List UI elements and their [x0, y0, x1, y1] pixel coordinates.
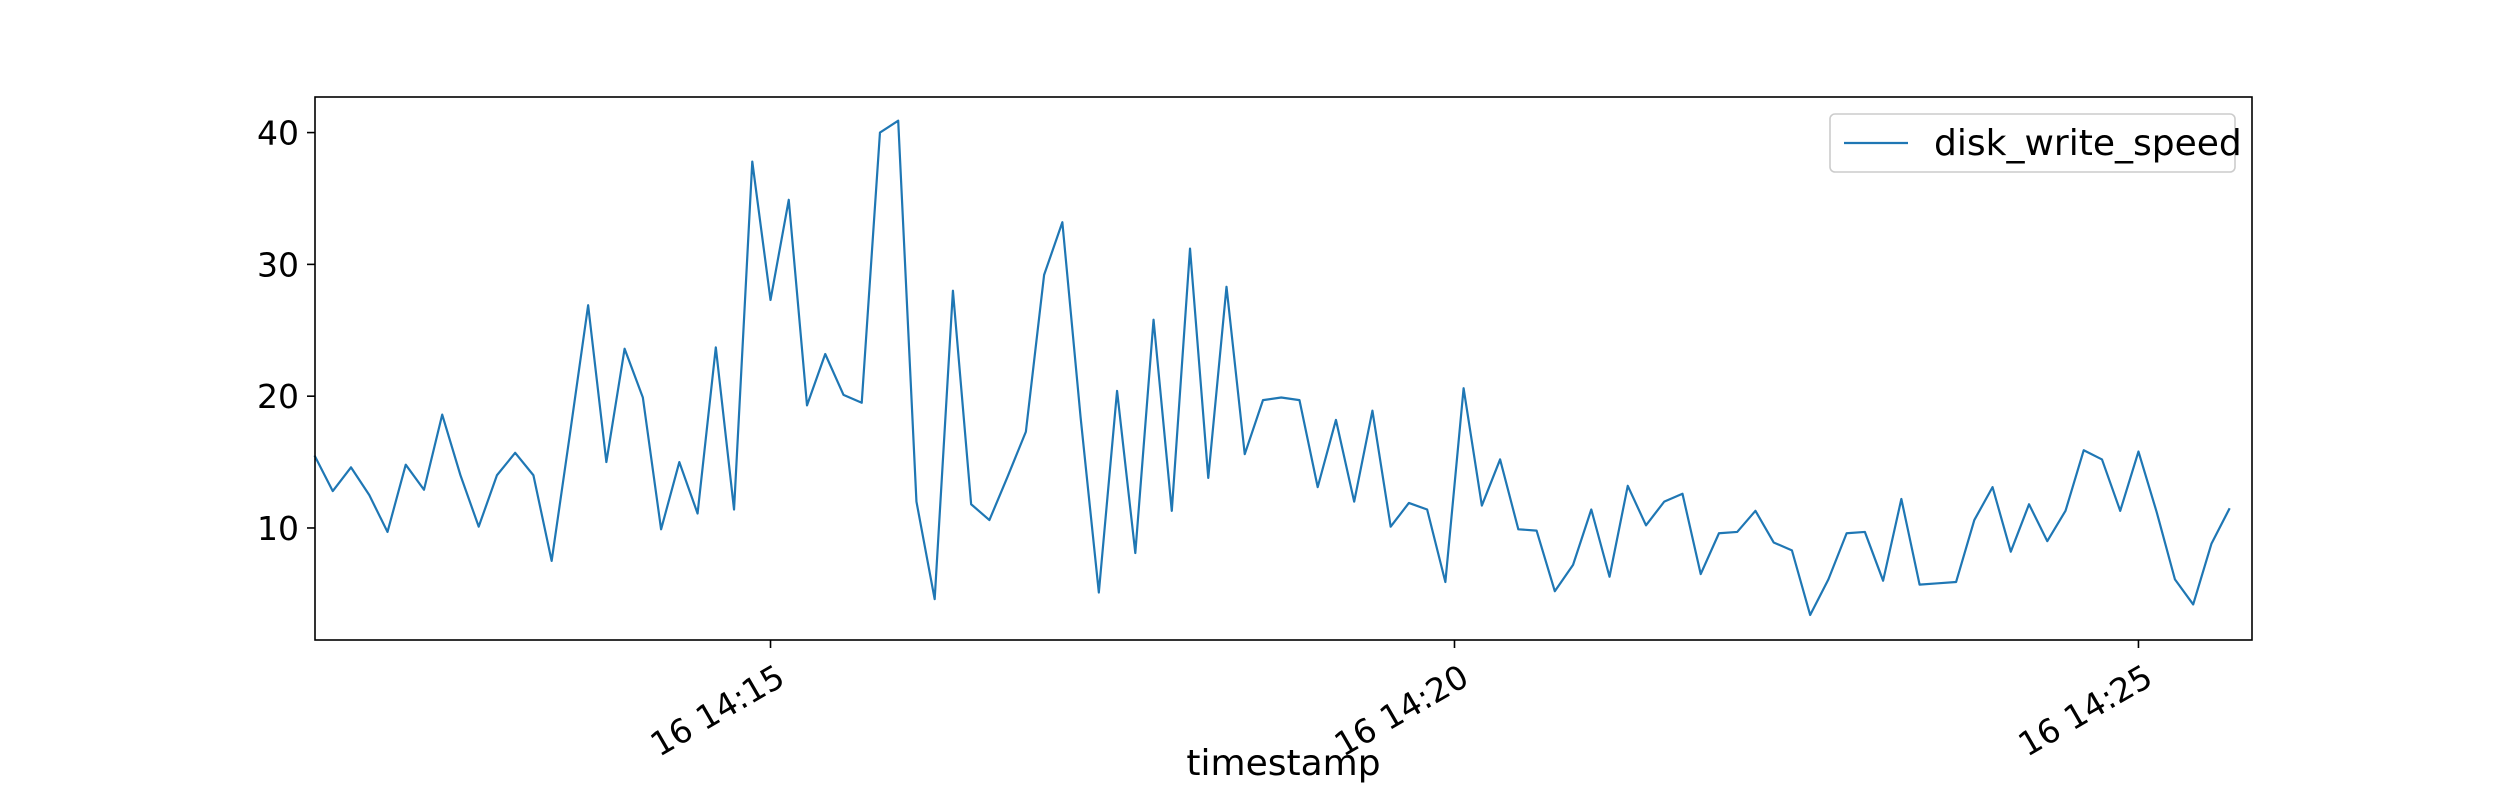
legend: disk_write_speed	[1829, 113, 2242, 173]
y-tick-label: 10	[257, 509, 299, 548]
y-tick-label: 20	[257, 377, 299, 416]
legend-box	[1829, 113, 2236, 173]
y-tick-label: 40	[257, 114, 299, 153]
x-axis-title: timestamp	[1186, 743, 1380, 784]
y-tick-label: 30	[257, 245, 299, 284]
legend-label: disk_write_speed	[1934, 123, 2242, 164]
series-layer	[313, 119, 2231, 617]
series-line-disk_write_speed	[313, 119, 2231, 617]
plot-frame	[314, 96, 2253, 641]
